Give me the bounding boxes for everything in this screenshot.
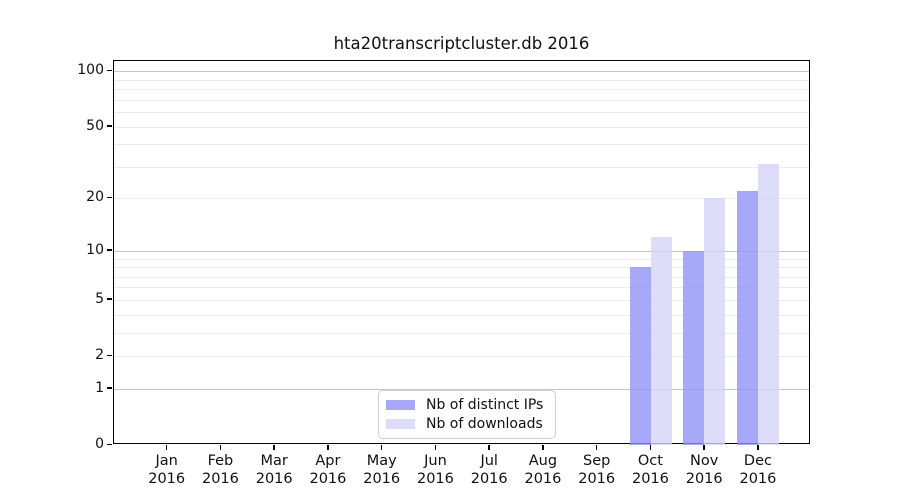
x-tick-year: 2016	[416, 471, 454, 487]
x-tick-month: Mar	[260, 453, 288, 469]
legend-swatch-distinct-ips	[386, 400, 415, 410]
gridline-minor	[114, 267, 809, 268]
bar-distinct-ips	[629, 267, 651, 445]
gridline-minor	[114, 166, 809, 168]
gridline-minor	[114, 144, 809, 146]
x-tick-year: 2016	[148, 471, 186, 487]
x-tick-month: Nov	[690, 453, 719, 469]
x-tick-month: Apr	[315, 453, 341, 469]
y-tick-label: 10	[86, 241, 104, 258]
y-tick-mark	[107, 443, 112, 445]
x-tick-mark	[649, 445, 652, 450]
x-tick-year: 2016	[631, 471, 669, 487]
x-tick-mark	[273, 445, 275, 450]
y-tick-label: 20	[86, 189, 104, 206]
x-tick-month: Aug	[528, 453, 558, 469]
gridline-minor	[114, 112, 809, 113]
y-tick-label: 1	[95, 379, 104, 396]
x-tick-label: Apr 2016	[298, 452, 358, 488]
gridline-minor	[114, 99, 809, 101]
plot-area	[113, 60, 810, 445]
x-tick-month: Jan	[155, 453, 178, 469]
y-tick-label: 0	[95, 436, 104, 452]
x-tick-mark	[703, 445, 705, 450]
x-tick-year: 2016	[524, 471, 562, 487]
x-tick-year: 2016	[578, 471, 616, 487]
gridline-minor	[114, 299, 809, 301]
x-tick-month: Jun	[424, 453, 447, 469]
x-tick-label: Dec 2016	[728, 452, 788, 488]
y-tick-label: 100	[77, 62, 104, 79]
gridline-minor	[114, 258, 809, 260]
x-tick-mark	[488, 445, 490, 450]
gridline-minor	[114, 198, 809, 200]
x-tick-label: Nov 2016	[674, 452, 734, 488]
bar-downloads	[704, 198, 726, 445]
x-tick-label: Jan 2016	[137, 452, 197, 488]
bar-downloads	[758, 164, 779, 445]
y-tick-mark	[107, 387, 112, 389]
gridline-minor	[114, 287, 809, 289]
gridline-minor	[114, 332, 809, 334]
x-tick-year: 2016	[470, 471, 508, 487]
gridline-minor	[114, 79, 809, 81]
legend-entry: Nb of downloads	[386, 416, 543, 432]
gridline-minor	[114, 314, 809, 316]
x-tick-month: Oct	[637, 453, 663, 469]
gridline-minor	[114, 89, 809, 90]
y-tick-label: 2	[95, 347, 104, 363]
y-tick-mark	[107, 125, 112, 127]
gridline-minor	[114, 126, 809, 128]
x-tick-month: May	[366, 453, 397, 469]
x-tick-label: Aug 2016	[513, 452, 573, 488]
legend: Nb of distinct IPs Nb of downloads	[378, 390, 557, 439]
gridline-major	[114, 250, 809, 252]
x-tick-year: 2016	[363, 471, 401, 487]
x-tick-label: Sep 2016	[567, 452, 627, 488]
x-tick-mark	[380, 445, 383, 450]
gridline-major	[114, 71, 809, 73]
x-tick-mark	[595, 445, 598, 450]
bar-distinct-ips	[737, 191, 758, 445]
x-tick-month: Jul	[480, 453, 498, 469]
legend-label: Nb of downloads	[426, 416, 543, 432]
legend-swatch-downloads	[386, 419, 415, 429]
y-tick-label: 5	[95, 290, 104, 307]
gridline-major	[114, 388, 809, 390]
y-tick-mark	[107, 298, 112, 300]
x-tick-mark	[165, 445, 168, 450]
x-tick-mark	[542, 445, 544, 450]
x-tick-month: Feb	[207, 453, 234, 469]
x-tick-label: May 2016	[352, 452, 412, 488]
x-tick-mark	[327, 445, 329, 450]
x-tick-label: Oct 2016	[620, 452, 680, 488]
gridline-minor	[114, 276, 809, 278]
x-tick-label: Feb 2016	[190, 452, 250, 488]
legend-label: Nb of distinct IPs	[426, 397, 544, 413]
x-tick-month: Dec	[743, 453, 772, 469]
x-tick-year: 2016	[309, 471, 347, 487]
chart-title: hta20transcriptcluster.db 2016	[333, 34, 590, 53]
x-tick-label: Jul 2016	[459, 452, 519, 488]
y-tick-mark	[107, 69, 112, 72]
x-tick-month: Sep	[583, 453, 611, 469]
x-tick-mark	[219, 445, 222, 450]
gridline-minor	[114, 356, 809, 357]
bar-downloads	[650, 237, 672, 445]
x-tick-year: 2016	[739, 471, 777, 487]
x-tick-year: 2016	[685, 471, 723, 487]
x-tick-mark	[757, 445, 759, 450]
x-tick-year: 2016	[255, 471, 293, 487]
y-tick-mark	[107, 354, 112, 356]
x-tick-label: Jun 2016	[405, 452, 465, 488]
x-tick-mark	[434, 445, 437, 450]
legend-entry: Nb of distinct IPs	[386, 397, 543, 413]
x-tick-label: Mar 2016	[244, 452, 304, 488]
y-tick-label: 50	[86, 117, 104, 134]
bar-distinct-ips	[683, 250, 705, 445]
y-tick-mark	[107, 196, 112, 199]
y-tick-mark	[107, 249, 112, 251]
x-tick-year: 2016	[201, 471, 239, 487]
